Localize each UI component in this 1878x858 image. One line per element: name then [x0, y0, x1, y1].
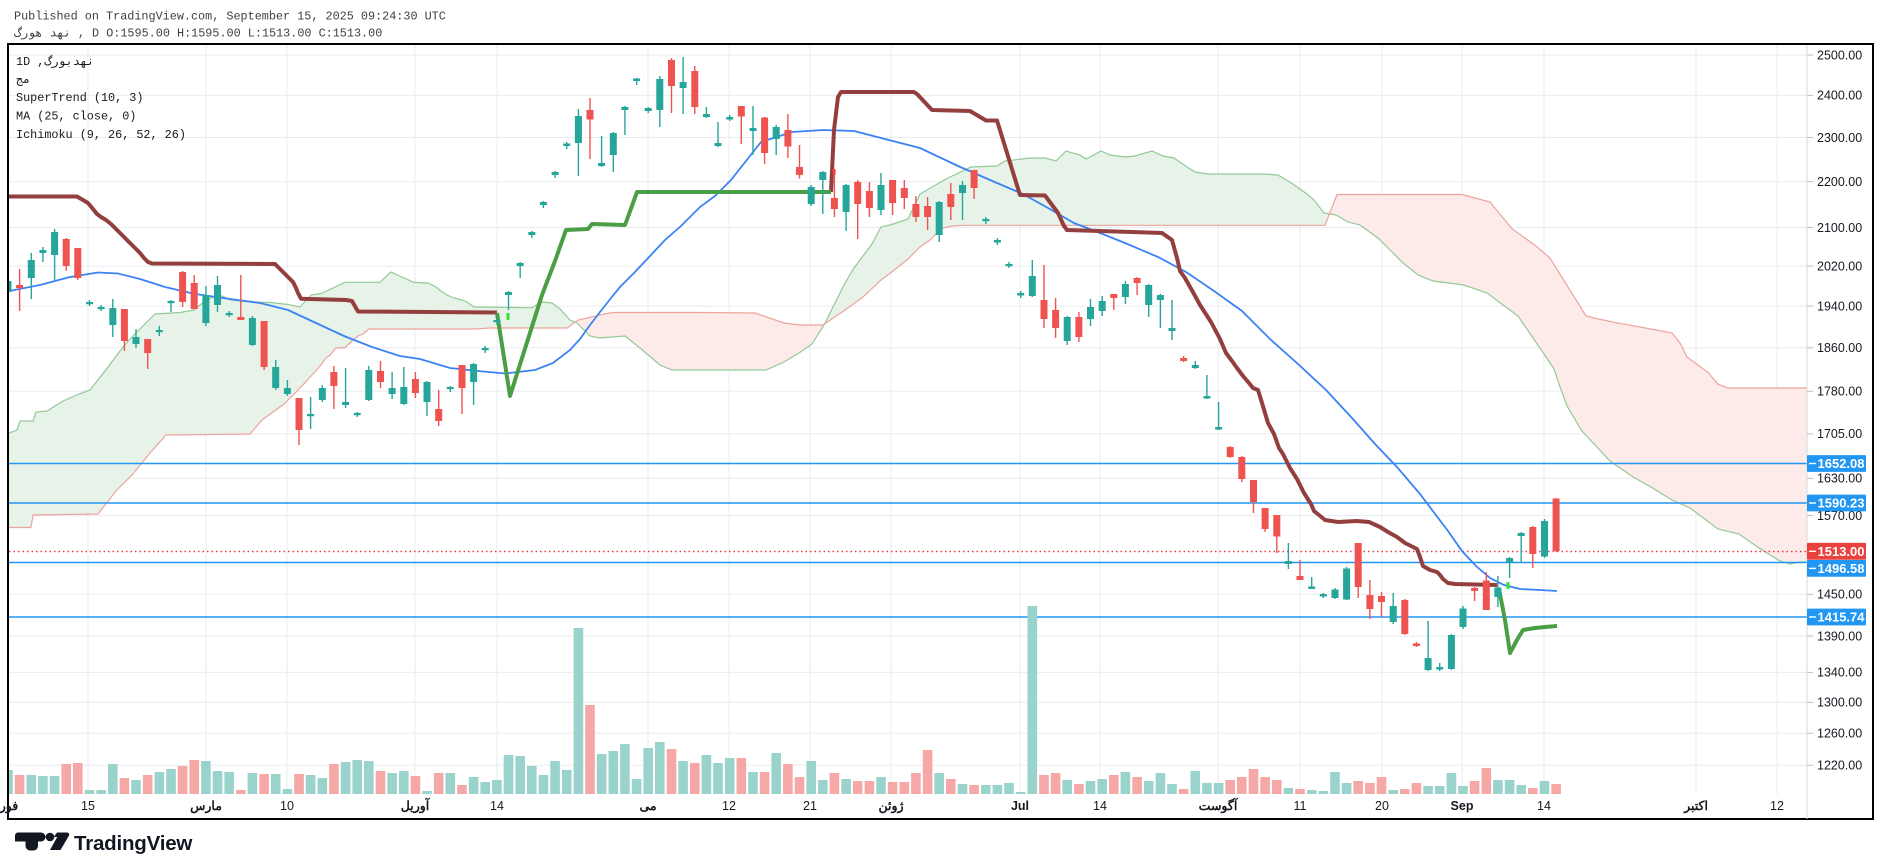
svg-text:20: 20 [1375, 799, 1389, 813]
svg-text:1630.00: 1630.00 [1817, 472, 1862, 486]
svg-text:مارس: مارس [190, 799, 222, 814]
svg-text:Jul: Jul [1011, 799, 1029, 813]
svg-text:10: 10 [280, 799, 294, 813]
svg-text:2400.00: 2400.00 [1817, 89, 1862, 103]
svg-text:1415.74: 1415.74 [1818, 610, 1866, 625]
svg-text:21: 21 [803, 799, 817, 813]
svg-text:ژوئن: ژوئن [878, 799, 903, 814]
svg-text:1780.00: 1780.00 [1817, 385, 1862, 399]
svg-text:اکتبر: اکتبر [1683, 799, 1708, 814]
svg-text:1220.00: 1220.00 [1817, 759, 1862, 773]
svg-text:Published on TradingView.com,: Published on TradingView.com, September … [14, 10, 446, 24]
svg-text:2300.00: 2300.00 [1817, 131, 1862, 145]
svg-text:15: 15 [81, 799, 95, 813]
svg-text:1590.23: 1590.23 [1818, 496, 1865, 511]
svg-text:SuperTrend (10, 3): SuperTrend (10, 3) [16, 91, 143, 105]
svg-text:1390.00: 1390.00 [1817, 629, 1862, 643]
svg-text:12: 12 [1770, 799, 1784, 813]
svg-text:2500.00: 2500.00 [1817, 48, 1862, 62]
svg-text:فور: فور [0, 799, 18, 814]
svg-text:1340.00: 1340.00 [1817, 666, 1862, 680]
svg-text:مج: مج [16, 73, 30, 87]
svg-text:Sep: Sep [1451, 799, 1474, 813]
svg-text:1300.00: 1300.00 [1817, 696, 1862, 710]
svg-text:Ichimoku (9, 26, 52, 26): Ichimoku (9, 26, 52, 26) [16, 128, 186, 142]
svg-text:2020.00: 2020.00 [1817, 259, 1862, 273]
svg-text:می: می [639, 799, 656, 813]
svg-text:14: 14 [1093, 799, 1107, 813]
svg-text:1450.00: 1450.00 [1817, 588, 1862, 602]
svg-text:MA (25, close, 0): MA (25, close, 0) [16, 110, 136, 124]
svg-text:1705.00: 1705.00 [1817, 427, 1862, 441]
svg-text:1D ,نهدبورگ: 1D ,نهدبورگ [16, 54, 94, 69]
svg-text:2200.00: 2200.00 [1817, 175, 1862, 189]
svg-text:12: 12 [722, 799, 736, 813]
svg-text:آگوست: آگوست [1199, 797, 1239, 814]
svg-text:11: 11 [1294, 799, 1307, 813]
svg-text:نهد هورگ , D O:1595.00 H:1595: نهد هورگ , D O:1595.00 H:1595.00 L:1513.… [14, 26, 382, 41]
svg-text:1940.00: 1940.00 [1817, 299, 1862, 313]
svg-text:آوریل: آوریل [401, 797, 431, 814]
svg-text:14: 14 [490, 799, 504, 813]
svg-text:2100.00: 2100.00 [1817, 221, 1862, 235]
svg-text:14: 14 [1537, 799, 1551, 813]
svg-text:TradingView: TradingView [74, 832, 192, 855]
svg-text:1652.08: 1652.08 [1818, 456, 1865, 471]
svg-text:1496.58: 1496.58 [1818, 561, 1865, 576]
svg-text:1260.00: 1260.00 [1817, 727, 1862, 741]
svg-text:1513.00: 1513.00 [1818, 544, 1865, 559]
svg-text:1570.00: 1570.00 [1817, 509, 1862, 523]
svg-text:1860.00: 1860.00 [1817, 341, 1862, 355]
